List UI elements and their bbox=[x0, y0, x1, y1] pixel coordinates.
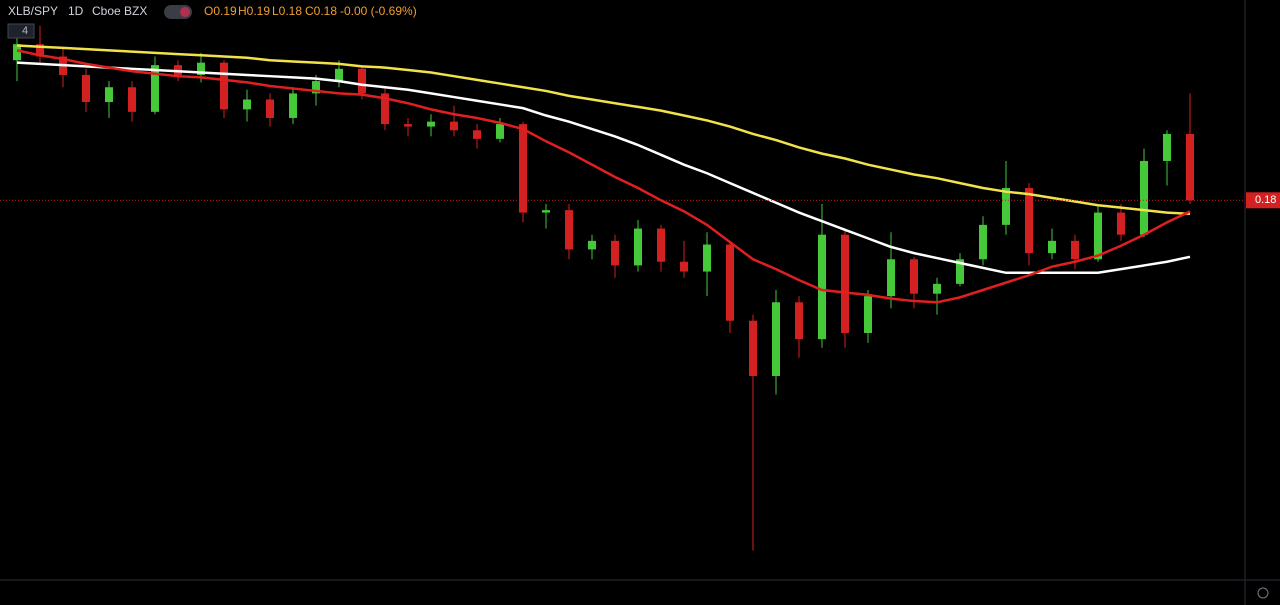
candle-body bbox=[1117, 212, 1125, 235]
candle-body bbox=[1094, 212, 1102, 260]
candle-body bbox=[404, 124, 412, 127]
settings-icon[interactable] bbox=[1257, 587, 1269, 599]
exchange: Cboe BZX bbox=[92, 4, 147, 18]
moving-average-line bbox=[16, 61, 1191, 275]
candle-body bbox=[1025, 188, 1033, 254]
candle-body bbox=[13, 44, 21, 61]
candle-body bbox=[1048, 240, 1056, 254]
candle-body bbox=[910, 259, 918, 294]
candle-body bbox=[151, 65, 159, 112]
ohlc-open: O0.19 bbox=[204, 4, 237, 18]
ohlc-change: -0.00 (-0.69%) bbox=[340, 4, 417, 18]
candle-body bbox=[726, 244, 734, 321]
moving-average-line bbox=[16, 49, 1191, 304]
header: XLB/SPY 1D Cboe BZX O0.19 H0.19 L0.18 C0… bbox=[7, 4, 417, 39]
candle-body bbox=[680, 261, 688, 272]
candle-body bbox=[1071, 240, 1079, 260]
candle-body bbox=[657, 228, 665, 262]
candle-body bbox=[542, 210, 550, 213]
candle-body bbox=[128, 87, 136, 112]
candle-body bbox=[450, 121, 458, 131]
candle-body bbox=[197, 62, 205, 75]
candle-body bbox=[335, 68, 343, 82]
candle-body bbox=[381, 93, 389, 125]
candle-body bbox=[887, 259, 895, 297]
collapse-button[interactable] bbox=[7, 23, 35, 39]
candle-body bbox=[473, 130, 481, 139]
candle-body bbox=[496, 124, 504, 139]
candle-body bbox=[818, 234, 826, 340]
candle-body bbox=[565, 210, 573, 250]
last-price-badge bbox=[1246, 192, 1280, 209]
candle-body bbox=[220, 62, 228, 110]
candle-body bbox=[634, 228, 642, 266]
indicator-count: 4 bbox=[22, 25, 28, 37]
last-price-label: 0.18 bbox=[1255, 194, 1276, 206]
candle-body bbox=[864, 296, 872, 334]
plot bbox=[0, 25, 1245, 551]
candle-body bbox=[1140, 160, 1148, 235]
ohlc-low: L0.18 bbox=[272, 4, 302, 18]
candle-body bbox=[703, 244, 711, 272]
candle-body bbox=[312, 81, 320, 94]
candle-body bbox=[933, 283, 941, 294]
candle-body bbox=[611, 240, 619, 266]
candle-body bbox=[427, 121, 435, 127]
candle-body bbox=[588, 240, 596, 250]
candle-body bbox=[266, 99, 274, 118]
candle-body bbox=[956, 259, 964, 284]
ohlc-close: C0.18 bbox=[305, 4, 337, 18]
candle-body bbox=[1002, 188, 1010, 225]
toggle-knob bbox=[180, 7, 190, 17]
interval: 1D bbox=[68, 4, 84, 18]
axes: 0.18 bbox=[1246, 192, 1280, 209]
candle-body bbox=[82, 74, 90, 102]
moving-average-line bbox=[16, 44, 1191, 216]
candle-body bbox=[1163, 133, 1171, 161]
candle-body bbox=[358, 68, 366, 94]
candle-body bbox=[243, 99, 251, 110]
candle-body bbox=[841, 234, 849, 334]
candle-body bbox=[289, 93, 297, 118]
candle-body bbox=[749, 320, 757, 377]
candle-body bbox=[772, 302, 780, 377]
candle-body bbox=[519, 124, 527, 213]
candle-body bbox=[105, 87, 113, 102]
symbol: XLB/SPY bbox=[8, 4, 58, 18]
candle-body bbox=[36, 44, 44, 57]
ohlc-high: H0.19 bbox=[238, 4, 270, 18]
candle-body bbox=[1186, 133, 1194, 201]
candle-body bbox=[979, 224, 987, 260]
candle-body bbox=[795, 302, 803, 340]
